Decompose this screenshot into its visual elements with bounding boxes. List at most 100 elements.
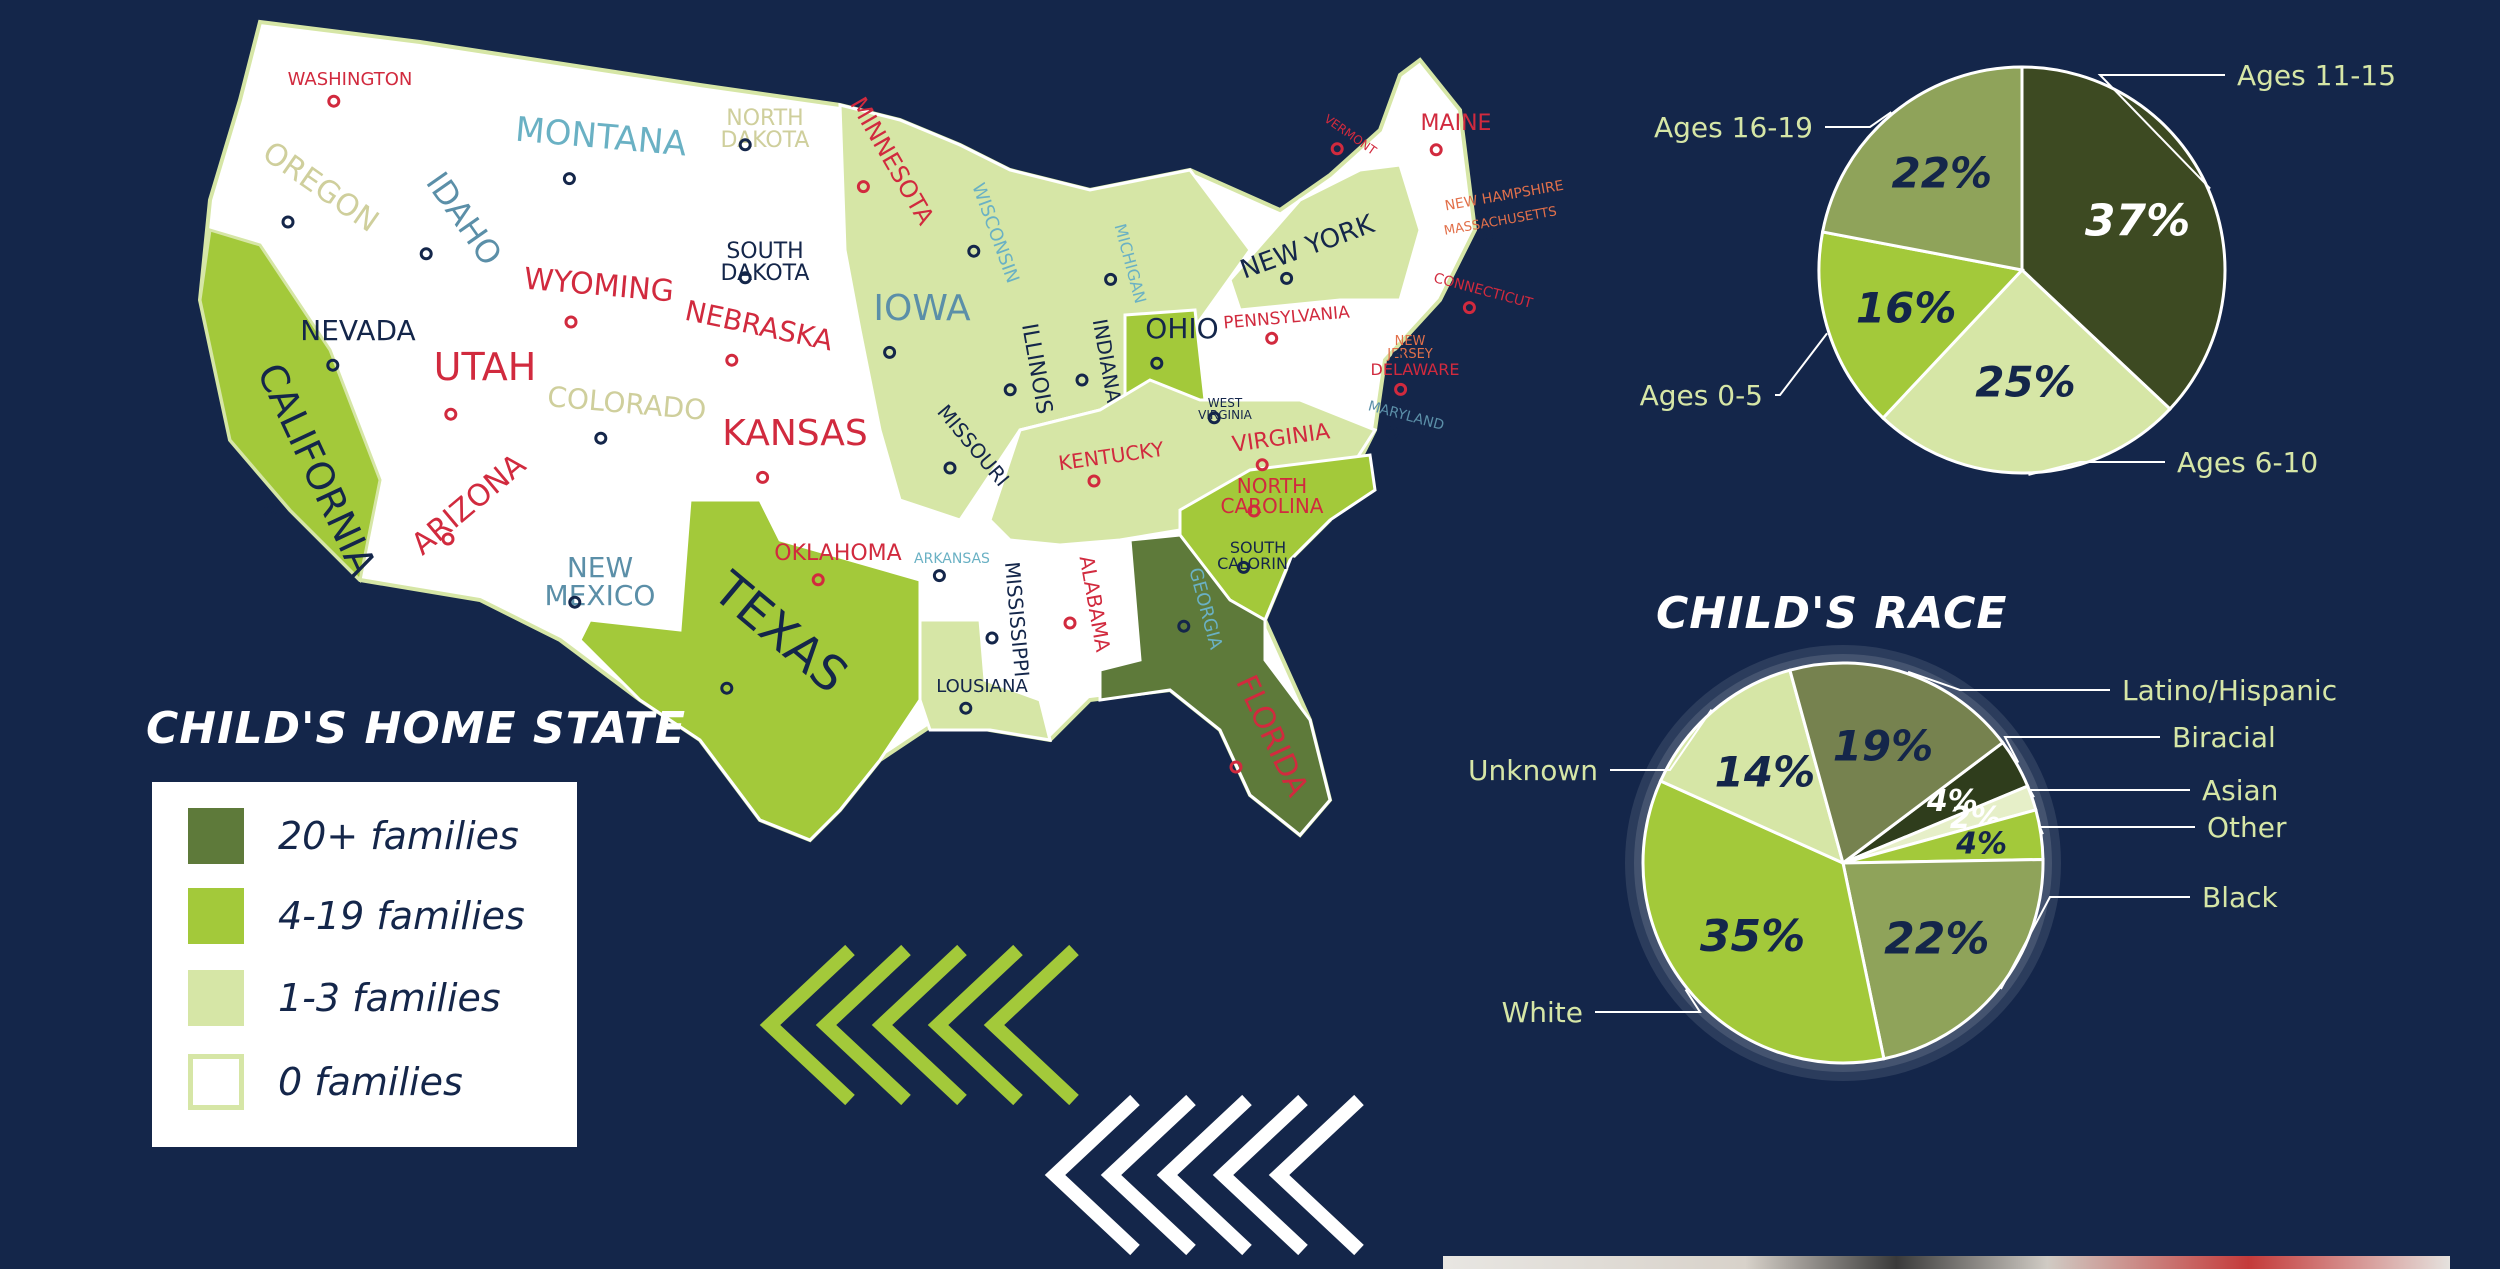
pie-percent-label: 35% [1700, 911, 1805, 962]
pie-slice [1817, 230, 2025, 421]
pie-category-label: Other [2207, 811, 2287, 844]
capital-marker [720, 681, 734, 695]
pie-percent-label: 4% [1955, 827, 2007, 862]
age-pie-chart: 37% Ages 11-15 25% Ages 6-10 16% Ages 0-5 22% A… [1640, 59, 2396, 479]
capital-marker [932, 569, 946, 583]
legend-swatch-1-3 [188, 970, 244, 1026]
pie-percent-label: 22% [1892, 149, 1993, 198]
capital-marker [1265, 331, 1279, 345]
capital-marker [883, 345, 897, 359]
texas-region [578, 498, 922, 842]
state-label: SOUTH DAKOTA [721, 239, 810, 286]
capital-marker [594, 431, 608, 445]
state-label: NEW MEXICO [545, 551, 656, 612]
state-label: MAINE [1421, 111, 1492, 136]
capital-marker [1280, 271, 1294, 285]
home-state-heading: CHILD'S HOME STATE [146, 703, 687, 754]
state-label: WASHINGTON [288, 69, 413, 90]
pie-percent-label: 22% [1884, 913, 1989, 964]
pie-leader-line [1825, 111, 1892, 128]
legend-swatch-4-19 [188, 888, 244, 944]
capital-marker [1429, 143, 1443, 157]
legend-label: 1-3 families [278, 976, 501, 1020]
capital-marker [1075, 373, 1089, 387]
capital-marker [1063, 616, 1077, 630]
chevron-green [983, 944, 1079, 1106]
capital-marker [1482, 230, 1496, 244]
chevron-white [1044, 1094, 1140, 1256]
capital-marker [1330, 142, 1344, 156]
capital-marker [1104, 272, 1118, 286]
northeast-region [1228, 163, 1422, 312]
pie-percent-label: 19% [1833, 721, 1934, 770]
state-label: WEST VIRGINIA [1198, 396, 1252, 422]
capital-marker [1247, 504, 1261, 518]
pie-slice [1841, 857, 2045, 1061]
pie-leader-line [2038, 826, 2195, 835]
capital-marker [1385, 426, 1399, 440]
pie-percent-label: 25% [1975, 357, 2076, 406]
capital-marker [967, 244, 981, 258]
pie-leader-line [2028, 461, 2165, 476]
chevron-green [927, 944, 1023, 1106]
pie-leader-line [2028, 789, 2190, 798]
capital-marker [562, 172, 576, 186]
capital-marker [1177, 619, 1191, 633]
capital-marker [1003, 383, 1017, 397]
legend-item: 4-19 families [188, 886, 525, 946]
capital-marker [327, 94, 341, 108]
legend-item: 1-3 families [188, 968, 501, 1028]
pie-slice [1880, 267, 2173, 475]
capital-marker [1391, 350, 1405, 364]
chevron-white [1212, 1094, 1308, 1256]
state-label: CONNECTICUT [1432, 270, 1535, 312]
capital-marker [264, 502, 278, 516]
capital-marker [281, 215, 295, 229]
legend-swatch-0 [188, 1054, 244, 1110]
chevron-white [1156, 1094, 1252, 1256]
chevron-green [871, 944, 967, 1106]
pie-leader-line [2003, 736, 2160, 764]
capital-marker [568, 595, 582, 609]
state-label: NORTH CAROLINA [1221, 474, 1324, 518]
state-label: KANSAS [722, 413, 868, 454]
pie-leader-line [1610, 709, 1713, 771]
pie-category-label: Black [2202, 881, 2279, 914]
capital-marker [1237, 560, 1251, 574]
capital-marker [444, 407, 458, 421]
pie-slice [1820, 65, 2024, 272]
capital-marker [441, 532, 455, 546]
capital-marker [856, 180, 870, 194]
chevron-green [759, 944, 855, 1106]
pie-percent-label: 16% [1856, 283, 1957, 332]
chevron-white [1100, 1094, 1196, 1256]
state-label: MARYLAND [1366, 398, 1445, 434]
state-label: UTAH [434, 345, 537, 389]
pie-category-label: White [1502, 996, 1583, 1029]
georgia-florida-region [1098, 533, 1332, 838]
pie-category-label: Ages 6-10 [2177, 446, 2318, 479]
capital-marker [985, 631, 999, 645]
pie-category-label: Ages 11-15 [2237, 59, 2396, 92]
legend-label: 4-19 families [278, 894, 525, 938]
pie-category-label: Asian [2202, 774, 2278, 807]
capital-marker [1462, 301, 1476, 315]
chevron-arrows [759, 944, 1364, 1256]
legend-swatch-20-plus [188, 808, 244, 864]
chevron-green [815, 944, 911, 1106]
capital-marker [943, 461, 957, 475]
pie-percent-label: 37% [2085, 195, 2190, 246]
state-label: NEVADA [300, 314, 415, 347]
state-label: ARKANSAS [914, 551, 990, 567]
california-region [198, 228, 382, 584]
pie-leader-line [1907, 670, 2110, 691]
capital-marker [756, 470, 770, 484]
capital-marker [564, 315, 578, 329]
legend-label: 0 families [278, 1060, 463, 1104]
pie-leader-line [1775, 332, 1828, 396]
pie-category-label: Latino/Hispanic [2122, 674, 2337, 707]
pie-slice [1788, 661, 2005, 866]
capital-marker [1255, 458, 1269, 472]
legend-item: 20+ families [188, 806, 519, 866]
